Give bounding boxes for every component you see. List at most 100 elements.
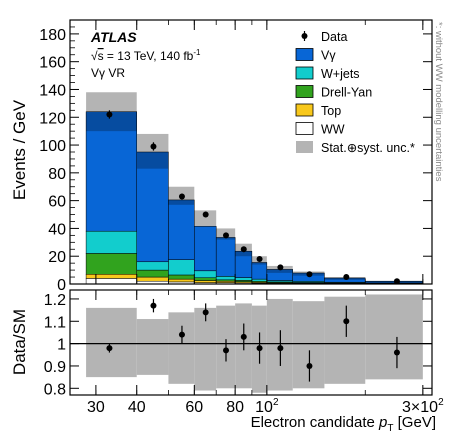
stack-bar-drell-yan: [168, 275, 194, 279]
stack-bar-v-: [168, 200, 194, 260]
legend-swatch-top: [296, 104, 313, 116]
legend-label: Drell-Yan: [321, 86, 372, 100]
stack-bar-w-jets: [235, 278, 252, 281]
ratio-uncertainty-bin: [168, 312, 194, 383]
energy-lumi-label: √s = 13 TeV, 140 fb-1: [91, 48, 201, 63]
ratio-point: [150, 303, 156, 309]
ratio-point: [106, 345, 112, 351]
stack-bar-drell-yan: [86, 253, 137, 274]
y-tick-label-main: 80: [48, 166, 66, 183]
legend-label-data: Data: [321, 30, 347, 44]
x-tick-label: 60: [185, 399, 203, 416]
stack-bar-w-jets: [168, 260, 194, 275]
legend-label-uncertainty: Stat.⊕syst. unc.*: [321, 141, 415, 155]
data-point: [343, 274, 349, 280]
y-tick-label-ratio: 1: [57, 337, 66, 354]
legend-label: Vγ: [321, 49, 336, 63]
main-plot-contents: [86, 92, 423, 284]
y-tick-label-main: 180: [39, 27, 66, 44]
y-tick-label-ratio: 0.9: [44, 359, 66, 376]
stack-bar-v-: [252, 262, 267, 279]
uncertainty-overlap-bin: [252, 262, 267, 264]
stack-bar-top: [168, 279, 194, 282]
stack-bar-w-jets: [194, 271, 216, 278]
energy-lumi-text: = 13 TeV, 140 fb: [104, 49, 194, 63]
data-point: [203, 212, 209, 218]
y-axis-label-ratio: Data/SM: [10, 309, 29, 375]
x-tick-label-base: 60: [185, 399, 203, 416]
x-tick-label: 40: [128, 399, 146, 416]
data-point: [223, 232, 229, 238]
ratio-uncertainty-bin: [365, 294, 423, 379]
ratio-point: [306, 363, 312, 369]
experiment-label: ATLAS: [90, 29, 137, 45]
x-axis-title: Electron candidate pT [GeV]: [251, 414, 436, 434]
x-axis-title-text: Electron candidate: [251, 414, 379, 431]
stack-bar-top: [194, 281, 216, 283]
ratio-plot-contents: [70, 294, 432, 392]
stack-bar-drell-yan: [194, 278, 216, 281]
y-tick-label-ratio: 0.8: [44, 381, 66, 398]
side-note: *: without WW modelling uncertainties: [433, 22, 444, 182]
stack-bar-w-jets: [216, 276, 235, 279]
data-point: [257, 256, 263, 262]
y-tick-label-main: 20: [48, 249, 66, 266]
legend-swatch-ww: [296, 123, 313, 135]
lumi-unit-exponent: -1: [193, 48, 201, 57]
legend-swatch-uncertainty: [296, 141, 313, 153]
y-tick-label-main: 40: [48, 221, 66, 238]
ratio-uncertainty-bin: [86, 308, 137, 377]
data-point: [277, 264, 283, 270]
stack-bar-top: [137, 277, 169, 281]
ratio-point: [394, 350, 400, 356]
ratio-point: [223, 347, 229, 353]
stack-bar-w-jets: [137, 262, 169, 270]
stack-bar-drell-yan: [137, 270, 169, 277]
x-axis-variable: p: [378, 414, 387, 431]
legend-swatch-w-jets: [296, 67, 313, 79]
y-axis-label-main: Events / GeV: [10, 99, 29, 200]
ratio-point: [257, 345, 263, 351]
stack-bar-w-jets: [252, 279, 267, 281]
stack-bar-v-: [194, 226, 216, 270]
legend-label: Top: [321, 104, 341, 118]
data-point: [179, 193, 185, 199]
legend-data-marker: [302, 33, 308, 39]
y-tick-label-ratio: 1.2: [44, 292, 66, 309]
legend-label: W+jets: [321, 67, 360, 81]
ratio-point: [179, 332, 185, 338]
ratio-uncertainty-bin: [293, 301, 325, 388]
y-tick-label-main: 100: [39, 138, 66, 155]
data-point: [306, 271, 312, 277]
ratio-uncertainty-bin: [137, 319, 169, 375]
x-tick-label-base: 40: [128, 399, 146, 416]
y-tick-label-main: 120: [39, 110, 66, 127]
y-tick-label-main: 160: [39, 55, 66, 72]
stack-bar-ww: [86, 278, 137, 284]
data-point: [150, 143, 156, 149]
data-point: [241, 246, 247, 252]
x-tick-label-base: 80: [226, 399, 244, 416]
stack-bar-top: [86, 274, 137, 278]
ratio-point: [241, 334, 247, 340]
stack-bar-v-: [216, 237, 235, 276]
y-tick-label-main: 140: [39, 82, 66, 99]
uncertainty-overlap-bin: [137, 152, 169, 169]
legend-swatch-drell-yan: [296, 86, 313, 98]
ratio-point: [343, 318, 349, 324]
y-tick-label-ratio: 1.1: [44, 314, 66, 331]
region-label: Vγ VR: [91, 66, 125, 80]
ratio-point: [203, 309, 209, 315]
x-axis-unit: [GeV]: [393, 414, 436, 431]
legend-label: WW: [321, 123, 345, 137]
ratio-point: [277, 345, 283, 351]
y-tick-label-main: 60: [48, 194, 66, 211]
data-point: [394, 278, 400, 284]
x-tick-label-base: 30: [87, 399, 105, 416]
uncertainty-overlap-bin: [168, 200, 194, 205]
legend-swatch-v-: [296, 49, 313, 61]
legend: Data Vγ W+jets Drell-Yan Top WW Stat.⊕syst. un…: [296, 30, 415, 155]
x-tick-label: 30: [87, 399, 105, 416]
